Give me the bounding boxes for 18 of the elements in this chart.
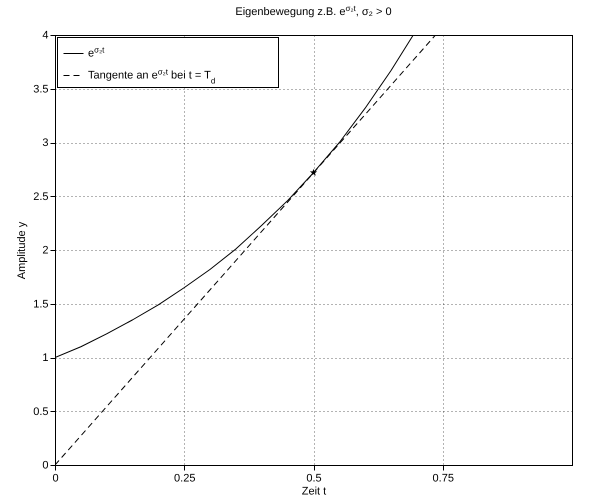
x-axis-title: Zeit t [302, 486, 326, 498]
y-tick-label: 1 [42, 352, 48, 364]
chart-title: Eigenbewegung z.B. e$^{σ₂t}$, σ₂ > 0 [235, 4, 392, 18]
x-tick-label: 0.5 [306, 472, 322, 484]
y-axis-title: Amplitude y [16, 221, 28, 280]
y-tick-label: 0.5 [33, 406, 48, 418]
y-tick-label: 3.5 [33, 83, 48, 96]
y-tick-label: 0 [42, 460, 48, 472]
legend-label: e$^{σ₂t}$ [88, 45, 106, 60]
y-tick-label: 2 [42, 244, 48, 256]
y-tick-label: 1.5 [33, 298, 48, 310]
x-tick-label: 0 [52, 472, 59, 484]
y-tick-label: 4 [42, 30, 48, 42]
x-tick-label: 0.75 [432, 472, 454, 484]
x-tick-label: 0.25 [174, 472, 196, 484]
y-tick-label: 2.5 [33, 190, 48, 203]
legend-label: Tangente an e$^{σ₂t}$ bei t = T$_{d}$ [88, 67, 216, 85]
y-tick-label: 3 [42, 137, 48, 149]
